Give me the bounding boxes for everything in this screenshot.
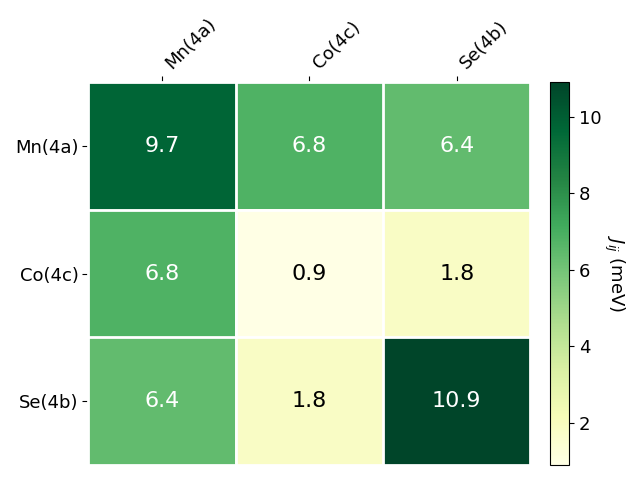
Text: 6.4: 6.4 — [144, 391, 180, 411]
Text: 9.7: 9.7 — [144, 136, 180, 156]
Text: 1.8: 1.8 — [292, 391, 327, 411]
Text: 1.8: 1.8 — [439, 264, 474, 284]
Text: 0.9: 0.9 — [292, 264, 327, 284]
Text: 10.9: 10.9 — [432, 391, 481, 411]
Y-axis label: $J_{ij}$ (meV): $J_{ij}$ (meV) — [602, 235, 626, 312]
Text: 6.8: 6.8 — [292, 136, 327, 156]
Text: 6.8: 6.8 — [144, 264, 180, 284]
Text: 6.4: 6.4 — [439, 136, 474, 156]
